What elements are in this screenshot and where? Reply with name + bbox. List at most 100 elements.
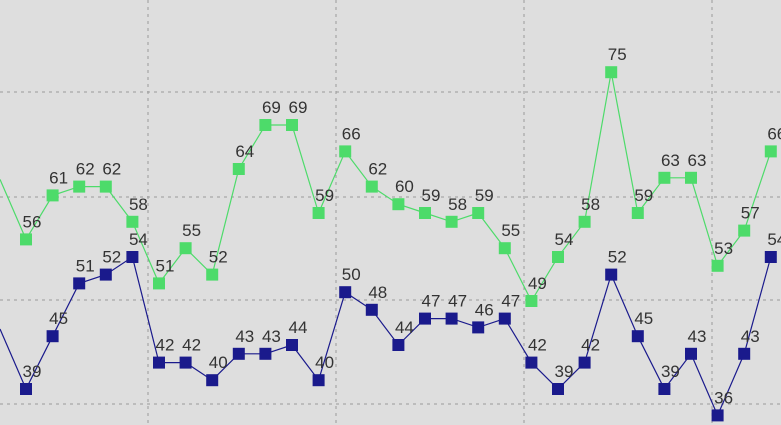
plot-area: 56 61 62 62 58 51 55 52 64 69 69 59 66 62 60 59 58 59 55 49…: [0, 45, 781, 422]
series-1-data-label-22: 58: [581, 195, 600, 214]
series-1-point-28: [738, 224, 751, 237]
series-2-point-12: [312, 374, 325, 387]
series-1-point-27: [711, 259, 724, 272]
series-1-data-label-4: 62: [102, 160, 121, 179]
series-2-point-29: [764, 251, 777, 263]
series-1-point-24: [631, 207, 644, 219]
series-2-point-26: [685, 347, 697, 360]
series-1-point-14: [365, 180, 378, 193]
series-1-point-2: [46, 189, 59, 202]
series-2-data-label-18: 46: [475, 300, 494, 319]
series-1-data-label-9: 64: [235, 142, 254, 161]
series-1-point-3: [73, 180, 86, 193]
series-2-point-27: [711, 409, 724, 422]
series-1-data-label-3: 62: [76, 160, 95, 179]
series-2-data-label-10: 43: [262, 327, 281, 346]
series-2-point-14: [365, 303, 378, 316]
series-2-point-10: [259, 347, 272, 360]
series-2-point-11: [286, 339, 298, 351]
series-2-data-label-17: 47: [448, 292, 467, 311]
series-2-point-25: [658, 383, 671, 395]
series-2-data-label-14: 48: [368, 283, 387, 302]
series-1-point-15: [392, 198, 405, 211]
series-1-data-label-26: 63: [688, 151, 707, 170]
series-2-data-label-13: 50: [342, 265, 361, 284]
series-1-point-5: [126, 215, 139, 228]
series-1-point-6: [153, 277, 165, 290]
series-2-data-label-8: 40: [209, 353, 228, 372]
series-1-point-10: [259, 119, 272, 131]
series-1-point-17: [445, 215, 458, 228]
series-1-data-label-12: 59: [315, 186, 334, 205]
series-2-data-label-11: 44: [289, 318, 308, 337]
series-1-data-label-13: 66: [342, 124, 361, 143]
series-2-data-label-23: 52: [608, 248, 627, 267]
series-1-data-label-10: 69: [262, 98, 281, 117]
series-1-data-label-27: 53: [714, 239, 733, 258]
series-2-point-19: [498, 312, 511, 325]
series-2-point-9: [232, 347, 245, 360]
series-2-data-label-5: 54: [129, 230, 148, 249]
series-1-point-16: [419, 207, 431, 219]
series-2-point-28: [738, 347, 751, 360]
series-2-data-label-20: 42: [528, 336, 547, 355]
series-2-point-23: [605, 268, 618, 281]
series-1-point-7: [179, 242, 192, 255]
series-2-point-13: [339, 286, 352, 299]
series-2-data-label-28: 43: [741, 327, 760, 346]
series-1-data-label-20: 49: [528, 274, 547, 293]
series-1-point-13: [339, 145, 352, 158]
series-2-data-label-6: 42: [156, 336, 175, 355]
series-1-data-label-25: 63: [661, 151, 680, 170]
series-1-data-label-17: 58: [448, 195, 467, 214]
series-1-point-20: [525, 295, 538, 307]
series-1-data-label-1: 56: [23, 212, 42, 231]
series-1-data-label-16: 59: [422, 186, 441, 205]
series-2-data-label-16: 47: [422, 292, 441, 311]
series-2-point-3: [73, 277, 86, 290]
series-1-data-label-14: 62: [368, 160, 387, 179]
series-1-point-4: [99, 180, 112, 193]
series-2-point-5: [126, 251, 139, 263]
series-2-point-17: [445, 312, 458, 325]
series-2-data-label-25: 39: [661, 362, 680, 381]
series-2-data-label-15: 44: [395, 318, 414, 337]
series-2-data-label-7: 42: [182, 336, 201, 355]
series-2-data-label-4: 52: [102, 248, 121, 267]
series-1-data-label-11: 69: [289, 98, 308, 117]
series-1-data-label-28: 57: [741, 204, 760, 223]
series-1-data-label-19: 55: [501, 221, 520, 240]
series-2-point-15: [392, 339, 405, 351]
series-2-data-label-2: 45: [49, 309, 68, 328]
series-2-data-label-1: 39: [23, 362, 42, 381]
series-2-point-16: [419, 312, 431, 325]
series-1-point-18: [472, 207, 485, 219]
series-2-lead-line: [0, 328, 27, 390]
series-1-data-label-6: 51: [156, 256, 175, 275]
series-2-point-20: [525, 356, 538, 369]
series-2: 39 45 51 52 54 42 42 40 43 43 44 40 50 48 44 47 47 46 47 42…: [0, 230, 781, 422]
series-2-data-label-21: 39: [555, 362, 574, 381]
series-1-data-label-29: 66: [767, 124, 781, 143]
series-1-data-label-15: 60: [395, 177, 414, 196]
series-2-point-6: [153, 356, 165, 369]
series-2-data-label-3: 51: [76, 256, 95, 275]
series-1-lead-line: [0, 179, 27, 240]
series-2-point-1: [20, 383, 32, 395]
series-2-point-21: [552, 383, 564, 395]
series-1-point-29: [764, 145, 777, 158]
series-1-point-12: [312, 207, 325, 219]
series-1-data-label-2: 61: [49, 168, 68, 187]
series-1-data-label-8: 52: [209, 248, 228, 267]
series-1-data-label-18: 59: [475, 186, 494, 205]
series-2-data-label-22: 42: [581, 336, 600, 355]
series-1-point-9: [232, 163, 245, 175]
series-1-data-label-7: 55: [182, 221, 201, 240]
series-2-data-label-29: 54: [767, 230, 781, 249]
series-2-point-24: [631, 330, 644, 343]
series-2-point-2: [46, 330, 59, 343]
series-2-data-label-12: 40: [315, 353, 334, 372]
series-2-point-8: [206, 374, 219, 387]
series-2-data-label-9: 43: [235, 327, 254, 346]
